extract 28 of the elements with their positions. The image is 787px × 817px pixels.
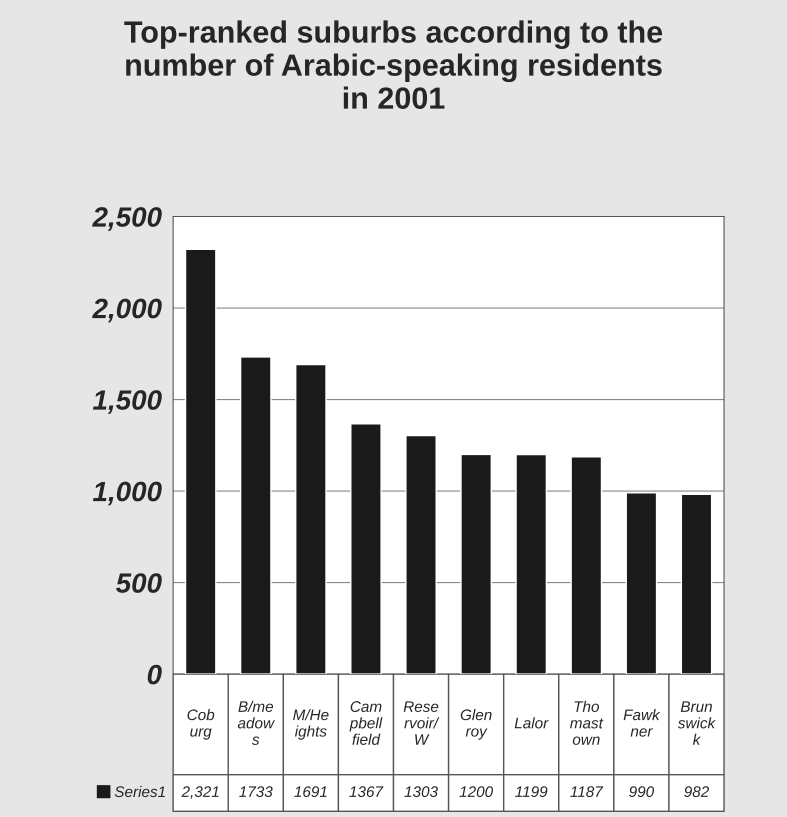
x-tick-label: Brun swick k	[678, 701, 716, 745]
data-label: 1303	[404, 786, 438, 798]
x-tick-label: Tho mast own	[570, 700, 604, 745]
x-tick-label: Cob urg	[188, 709, 214, 740]
data-label: 1199	[515, 786, 548, 798]
data-label: 1187	[570, 786, 604, 798]
data-label: 982	[684, 786, 710, 798]
data-label: 1733	[239, 786, 273, 798]
x-tick-label: B/me adow s	[238, 700, 275, 745]
x-tick-label: Lalor	[514, 717, 549, 728]
x-tick-label: M/He ights	[293, 709, 329, 740]
x-tick-label: Fawk ner	[624, 709, 660, 737]
y-tick-label: 2,500	[92, 207, 162, 231]
legend-label: Series1	[114, 786, 165, 798]
data-label: 990	[629, 786, 654, 798]
data-label: 1200	[460, 786, 494, 798]
data-label: 1691	[294, 786, 327, 798]
data-label: 2,321	[181, 786, 219, 799]
y-tick-label: 500	[116, 573, 162, 593]
x-tick-label: Rese rvoir/ W	[404, 701, 440, 745]
y-tick-label: 0	[148, 664, 162, 684]
y-tick-label: 2,000	[92, 298, 162, 322]
chart-title: Top-ranked suburbs according to the number of Arabic-speaking residents in 2001	[124, 20, 662, 109]
y-tick-label: 1,000	[92, 482, 162, 506]
x-tick-label: Cam pbell field	[349, 701, 382, 745]
data-label: 1367	[349, 786, 384, 798]
y-tick-label: 1,500	[92, 390, 162, 414]
x-tick-label: Glen roy	[460, 709, 492, 740]
